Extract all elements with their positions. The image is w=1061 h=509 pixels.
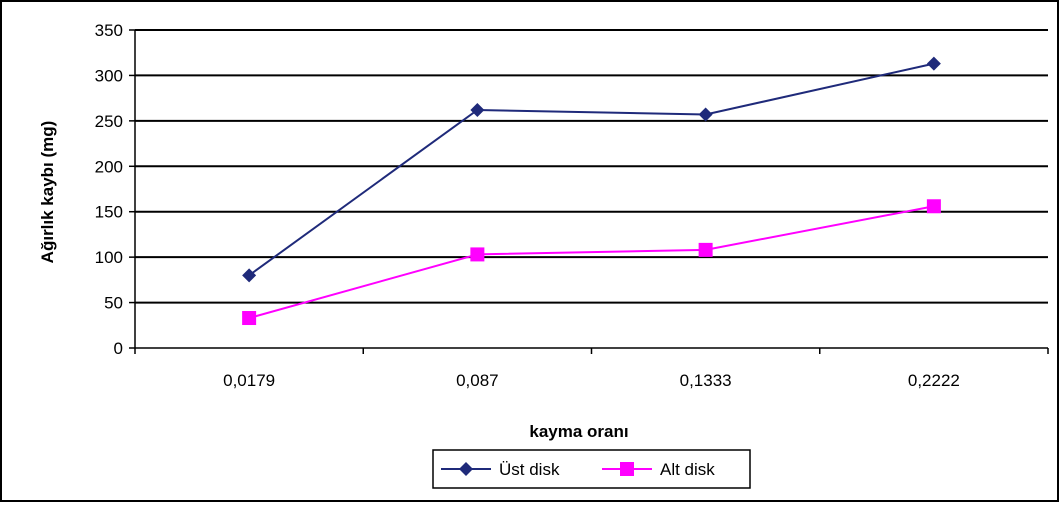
legend: Üst disk Alt disk — [432, 449, 751, 489]
legend-label: Üst disk — [499, 460, 560, 479]
legend-marker — [620, 462, 634, 476]
diamond-marker — [698, 107, 713, 122]
x-axis-label: kayma oranı — [529, 422, 628, 441]
series-2 — [242, 199, 941, 326]
y-tick-label: 200 — [95, 157, 123, 176]
series-line — [248, 62, 935, 277]
legend-marker — [459, 462, 473, 476]
diamond-marker — [926, 56, 941, 71]
series-1 — [242, 56, 941, 283]
diamond-marker — [242, 268, 257, 283]
legend-item: Alt disk — [602, 460, 715, 479]
square-marker — [698, 242, 713, 257]
x-tick-label: 0,2222 — [908, 371, 960, 390]
legend-label: Alt disk — [660, 460, 715, 479]
x-tick-label: 0,0179 — [223, 371, 275, 390]
y-tick-label: 350 — [95, 21, 123, 40]
x-tick-label: 0,087 — [456, 371, 499, 390]
square-marker — [470, 247, 485, 262]
y-axis-label: Ağırlık kaybı (mg) — [38, 121, 57, 264]
x-tick-label: 0,1333 — [680, 371, 732, 390]
legend-item: Üst disk — [441, 460, 560, 479]
y-tick-label: 250 — [95, 112, 123, 131]
axes: 0 50 100 150 200 250 300 350 0,0179 0,087 0,1333 0,… — [95, 21, 1049, 390]
square-marker — [926, 199, 941, 214]
y-tick-label: 300 — [95, 66, 123, 85]
grid — [135, 29, 1048, 304]
y-tick-label: 100 — [95, 248, 123, 267]
series-line — [248, 205, 935, 319]
square-marker — [242, 311, 257, 326]
series-layer — [242, 56, 941, 326]
y-tick-label: 50 — [104, 294, 123, 313]
diamond-marker — [470, 102, 485, 117]
y-tick-label: 150 — [95, 203, 123, 222]
y-tick-label: 0 — [114, 339, 123, 358]
